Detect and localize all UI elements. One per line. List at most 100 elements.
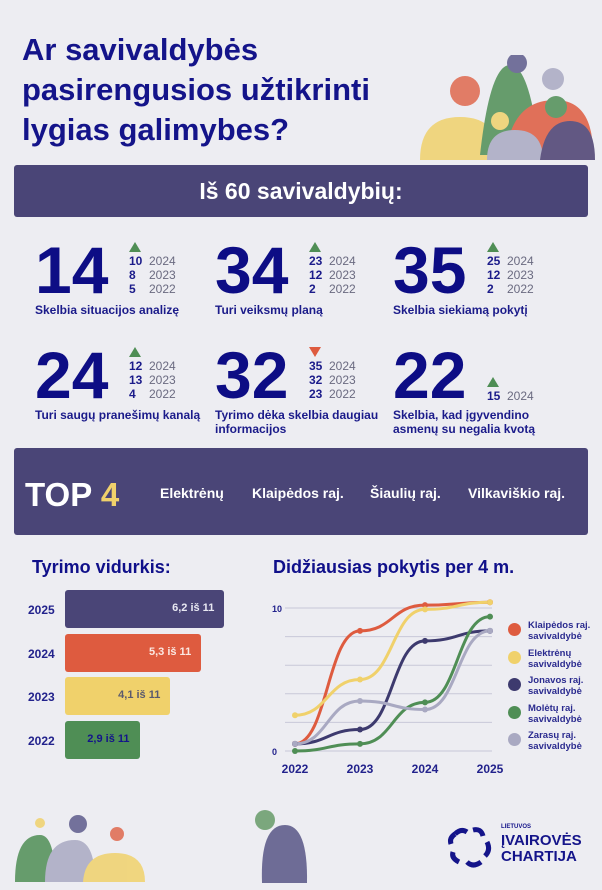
person-illustration	[255, 810, 308, 883]
stat-card: 35 25 2024 12 2023 2 2022 Skelbia siekiamą po…	[393, 233, 583, 330]
people-illustration	[420, 55, 595, 160]
top-banner: TOP 4 Elektrėnų Klaipėdos raj. Šiaulių r…	[14, 448, 588, 535]
data-point	[357, 676, 363, 683]
bar-chart-title: Tyrimo vidurkis:	[32, 557, 171, 577]
trend-up-icon	[129, 242, 141, 252]
y-tick-label: 10	[272, 604, 282, 614]
data-point	[292, 748, 298, 754]
history-value: 12	[309, 268, 323, 282]
top-label: TOP	[25, 476, 92, 513]
history-year: 2024	[507, 389, 534, 403]
history-value: 23	[309, 254, 323, 268]
bar-year-label: 2022	[28, 733, 55, 748]
trend-up-icon	[487, 242, 499, 252]
history-value: 25	[487, 254, 501, 268]
history-row: 12 2024	[129, 359, 176, 373]
data-point	[487, 599, 493, 606]
legend-dot-icon	[508, 705, 521, 719]
bar: 2,9 iš 11	[65, 720, 140, 759]
stat-history: 15 2024	[487, 389, 534, 403]
history-value: 15	[487, 389, 501, 403]
legend-item: Jonavos raj. savivaldybė	[508, 675, 598, 697]
stat-card: 34 23 2024 12 2023 2 2022 Turi veiksmų planą	[215, 233, 405, 330]
stat-value: 24	[35, 338, 109, 412]
legend-label: Elektrėnų savivaldybė	[528, 647, 582, 670]
page-title: Ar savivaldybės pasirengusios užtikrinti…	[22, 30, 442, 150]
trend-up-icon	[129, 347, 141, 357]
top-count: 4	[100, 476, 120, 513]
bar-data-label: 5,3 iš 11	[148, 645, 192, 658]
history-row: 12 2023	[309, 268, 356, 282]
data-point	[357, 740, 363, 747]
history-row: 12 2023	[487, 268, 534, 282]
history-row: 32 2023	[309, 373, 356, 387]
history-year: 2023	[329, 373, 356, 387]
municipalities-banner: Iš 60 savivaldybių:	[14, 165, 588, 217]
history-row: 10 2024	[129, 254, 176, 268]
data-point	[292, 740, 298, 747]
legend-item: Zarasų raj. savivaldybė	[508, 730, 598, 752]
stat-value: 35	[393, 233, 467, 307]
history-value: 23	[309, 387, 323, 401]
data-point	[422, 602, 428, 609]
bar: 5,3 iš 11	[65, 633, 202, 672]
data-point	[422, 606, 428, 613]
logo-text: LIETUVOS	[501, 824, 532, 830]
history-value: 10	[129, 254, 143, 268]
trend-up-icon	[309, 242, 321, 252]
stat-label: Skelbia siekiamą pokytį	[393, 303, 528, 317]
history-year: 2022	[149, 282, 176, 296]
history-value: 12	[487, 268, 501, 282]
stat-history: 10 2024 8 2023 5 2022	[129, 254, 176, 296]
series-line	[294, 629, 491, 746]
history-value: 5	[129, 282, 136, 296]
stat-card: 22 15 2024 Skelbia, kad įgyvendino asmenų…	[393, 338, 583, 436]
stat-value: 14	[35, 233, 109, 307]
history-row: 2 2022	[309, 282, 356, 296]
series-line	[294, 600, 491, 746]
history-year: 2022	[149, 387, 176, 401]
data-point	[487, 613, 493, 620]
bar-year-label: 2023	[28, 690, 55, 704]
history-row: 23 2024	[309, 254, 356, 268]
x-tick-label: 2023	[347, 762, 374, 776]
top-city: Elektrėnų	[160, 485, 224, 501]
logo-line: CHARTIJA	[501, 848, 577, 865]
stat-card: 32 35 2024 32 2023 23 2022 Tyrimo dėka skelbi…	[215, 342, 405, 436]
bar-data-label: 2,9 iš 11	[87, 732, 130, 745]
history-year: 2024	[329, 254, 356, 268]
history-value: 2	[309, 282, 316, 296]
history-year: 2022	[329, 387, 356, 401]
series-line	[294, 629, 491, 746]
stat-history: 35 2024 32 2023 23 2022	[309, 359, 356, 401]
history-value: 12	[129, 359, 143, 373]
history-value: 13	[129, 373, 143, 387]
stat-card: 14 10 2024 8 2023 5 2022 Skelbia situacijos a…	[35, 233, 225, 330]
title-line: pasirengusios užtikrinti	[22, 72, 370, 107]
history-row: 8 2023	[129, 268, 176, 282]
data-point	[422, 699, 428, 706]
history-row: 15 2024	[487, 389, 534, 403]
legend-item: Molėtų raj. savivaldybė	[508, 703, 598, 725]
y-tick-label: 0	[272, 747, 277, 757]
stat-value: 22	[393, 338, 467, 412]
history-year: 2023	[507, 268, 534, 282]
legend-dot-icon	[508, 623, 521, 636]
history-year: 2022	[507, 282, 534, 296]
history-row: 5 2022	[129, 282, 176, 296]
bar-data-label: 6,2 iš 11	[172, 602, 215, 614]
data-point	[292, 712, 298, 719]
history-year: 2023	[149, 268, 176, 282]
history-row: 2 2022	[487, 282, 534, 296]
top-city: Vilkaviškio raj.	[468, 485, 566, 501]
history-value: 8	[129, 268, 136, 282]
bar: 4,1 iš 11	[65, 677, 171, 715]
top-heading: TOP 4	[25, 476, 119, 514]
stat-history: 12 2024 13 2023 4 2022	[129, 359, 176, 401]
stat-label: Skelbia situacijos analizę	[35, 303, 180, 317]
stat-label: Turi saugų pranešimų kanalą	[35, 408, 201, 422]
history-year: 2022	[329, 282, 356, 296]
title-line: lygias galimybes?	[22, 112, 290, 147]
legend-dot-icon	[508, 650, 521, 664]
stat-value: 34	[215, 233, 289, 307]
